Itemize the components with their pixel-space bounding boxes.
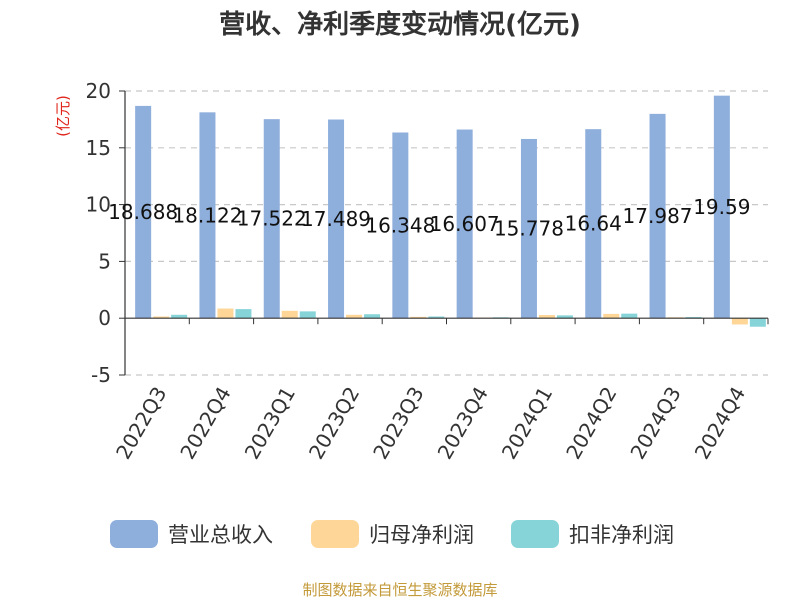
bar-1-7 (603, 313, 620, 319)
x-tick-label: 2022Q4 (175, 383, 235, 464)
bar-0-8 (649, 113, 666, 319)
bar-0-3 (328, 119, 345, 319)
data-label: 17.489 (301, 207, 371, 231)
legend-swatch (311, 520, 359, 548)
y-tick-label: 0 (98, 306, 111, 330)
bar-2-0 (171, 314, 188, 319)
legend-label: 扣非净利润 (569, 523, 674, 547)
data-label: 16.64 (565, 212, 622, 236)
data-label: 18.688 (108, 200, 178, 224)
grid-layer (125, 90, 768, 376)
x-tick-label: 2024Q2 (561, 383, 621, 464)
bar-0-9 (713, 95, 730, 319)
data-label: 19.59 (693, 195, 750, 219)
bar-2-3 (364, 314, 381, 319)
x-tick-label: 2023Q4 (433, 383, 493, 464)
bar-2-1 (235, 309, 252, 319)
bar-2-6 (556, 315, 573, 319)
chart-title: 营收、净利季度变动情况(亿元) (219, 9, 581, 40)
data-label: 15.778 (494, 217, 564, 241)
bar-2-4 (428, 316, 445, 319)
bar-2-9 (749, 318, 766, 327)
y-axis-label: (亿元) (54, 95, 72, 137)
bar-0-4 (392, 132, 409, 319)
bar-layer (135, 95, 766, 327)
bar-1-4 (410, 316, 427, 319)
bar-0-0 (135, 105, 152, 319)
x-tick-label: 2022Q3 (111, 383, 171, 464)
bar-1-6 (538, 315, 555, 319)
bar-0-1 (199, 112, 216, 319)
legend-swatch (110, 520, 158, 548)
data-label-layer: 18.68818.12217.52217.48916.34816.60715.7… (108, 195, 750, 241)
bar-0-7 (585, 129, 602, 319)
legend: 营业总收入 归母净利润 扣非净利润 (110, 520, 674, 548)
x-tick-label: 2023Q1 (240, 383, 300, 464)
legend-label: 归母净利润 (369, 523, 474, 547)
bar-1-1 (217, 308, 234, 319)
bar-1-2 (281, 310, 298, 319)
bar-0-6 (520, 138, 537, 319)
data-label: 16.348 (365, 213, 435, 237)
y-tick-label: 20 (86, 79, 111, 103)
x-tick-label: 2023Q2 (304, 383, 364, 464)
bar-2-2 (299, 311, 316, 319)
x-tick-label: 2023Q3 (368, 383, 428, 464)
legend-label: 营业总收入 (168, 523, 273, 547)
x-tick-label: 2024Q3 (625, 383, 685, 464)
bar-1-0 (153, 316, 170, 319)
data-label: 16.607 (430, 212, 500, 236)
legend-swatch (511, 520, 559, 548)
bar-2-7 (621, 313, 638, 319)
data-label: 17.522 (237, 207, 307, 231)
bar-0-2 (263, 119, 280, 319)
y-tick-label: 5 (98, 249, 111, 273)
y-tick-label: 10 (86, 193, 111, 217)
x-tick-label: 2024Q4 (690, 383, 750, 464)
y-tick-label: -5 (91, 363, 111, 387)
y-tick-label: 15 (86, 136, 111, 160)
axis-layer: -5 0 5 10 15 20 2022Q3 2022Q4 2023Q1 2023Q2 2023Q3… (86, 79, 769, 464)
bar-1-9 (731, 318, 748, 325)
x-tick-label: 2024Q1 (497, 383, 557, 464)
bar-1-3 (346, 314, 363, 319)
data-label: 17.987 (623, 204, 693, 228)
bar-0-5 (456, 129, 473, 319)
source-note: 制图数据来自恒生聚源数据库 (302, 581, 497, 599)
data-label: 18.122 (172, 203, 242, 227)
